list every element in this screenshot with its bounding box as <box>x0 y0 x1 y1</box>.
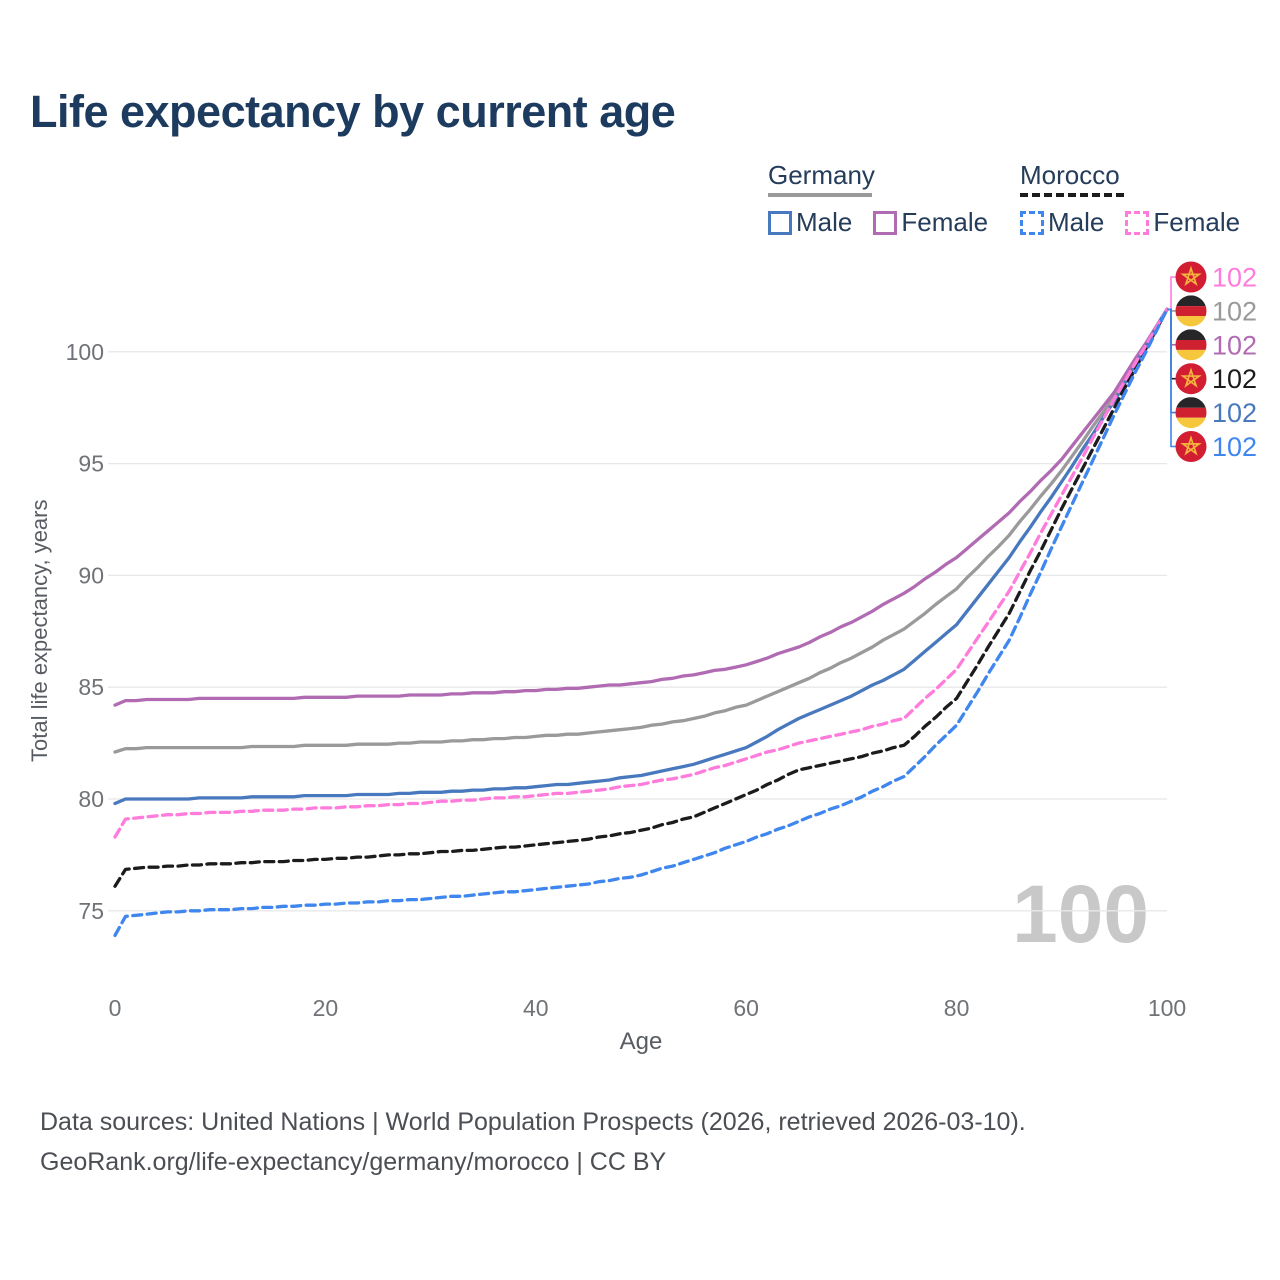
end-value-label-0: 102 <box>1212 263 1257 293</box>
series-line-morocco-both-sexes[interactable] <box>113 307 1169 888</box>
germany-male-label: Male <box>796 207 853 237</box>
legend-germany-label[interactable]: Germany <box>768 160 875 190</box>
morocco-flag-icon <box>1175 261 1207 293</box>
germany-female-label: Female <box>901 207 989 237</box>
y-tick-90: 90 <box>78 562 104 588</box>
morocco-flag-icon <box>1175 363 1207 395</box>
x-tick-80: 80 <box>944 995 970 1021</box>
footer-sources: Data sources: United Nations | World Pop… <box>40 1108 1026 1136</box>
y-tick-95: 95 <box>78 451 104 477</box>
germany-flag-icon <box>1175 329 1207 361</box>
age-watermark: 100 <box>1012 869 1149 960</box>
x-tick-100: 100 <box>1148 995 1186 1021</box>
series-line-germany-both-sexes[interactable] <box>113 307 1169 754</box>
y-tick-80: 80 <box>78 786 104 812</box>
series-line-morocco-female[interactable] <box>113 307 1169 839</box>
legend-item-germany-male[interactable]: Male <box>768 207 852 238</box>
series-line-morocco-male[interactable] <box>113 307 1169 938</box>
morocco-male-label: Male <box>1048 207 1105 237</box>
legend-item-morocco-male[interactable]: Male <box>1020 207 1104 238</box>
end-value-label-3: 102 <box>1212 364 1257 394</box>
x-axis-title: Age <box>619 1028 663 1055</box>
end-value-label-4: 102 <box>1212 398 1257 428</box>
legend-group-morocco: Morocco Male Female <box>1020 160 1240 238</box>
legend-group-germany: Germany Male Female <box>768 160 988 238</box>
morocco-male-swatch[interactable] <box>1020 210 1044 235</box>
legend-germany-items: Male Female <box>768 207 988 238</box>
series-line-germany-female[interactable] <box>113 307 1169 707</box>
x-tick-60: 60 <box>733 995 759 1021</box>
page-title: Life expectancy by current age <box>30 86 676 137</box>
series-line-germany-male[interactable] <box>113 307 1169 806</box>
germany-male-swatch[interactable] <box>768 210 792 235</box>
end-value-label-1: 102 <box>1212 296 1257 326</box>
end-value-label-2: 102 <box>1212 330 1257 360</box>
y-axis-title: Total life expectancy, years <box>27 499 52 763</box>
y-tick-85: 85 <box>78 674 104 700</box>
morocco-female-swatch[interactable] <box>1125 210 1150 235</box>
germany-flag-icon <box>1175 295 1207 327</box>
legend-morocco-label[interactable]: Morocco <box>1020 160 1120 190</box>
legend-item-morocco-female[interactable]: Female <box>1125 207 1240 238</box>
end-leader-5 <box>1167 308 1176 448</box>
germany-flag-icon <box>1175 397 1207 429</box>
footer-attribution: GeoRank.org/life-expectancy/germany/moro… <box>40 1148 667 1176</box>
legend-germany-line-swatch <box>768 193 872 197</box>
x-tick-0: 0 <box>109 995 122 1021</box>
legend-item-germany-female[interactable]: Female <box>873 207 988 238</box>
legend-morocco-line-swatch <box>1020 193 1124 197</box>
x-tick-20: 20 <box>313 995 339 1021</box>
morocco-female-label: Female <box>1153 207 1241 237</box>
legend-morocco-items: Male Female <box>1020 207 1240 238</box>
end-value-label-5: 102 <box>1212 432 1257 462</box>
end-leader-0 <box>1167 276 1176 311</box>
y-tick-100: 100 <box>66 339 104 365</box>
morocco-flag-icon <box>1175 431 1207 462</box>
germany-female-swatch[interactable] <box>873 210 898 235</box>
x-tick-40: 40 <box>523 995 549 1021</box>
y-tick-75: 75 <box>78 898 104 924</box>
